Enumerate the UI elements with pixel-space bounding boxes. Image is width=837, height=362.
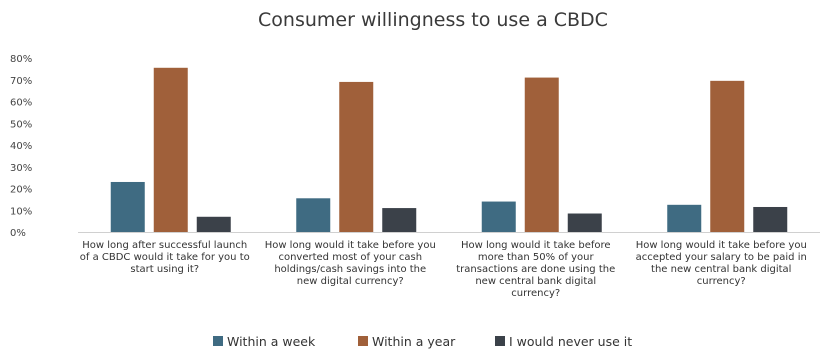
bar-within-a-year: [710, 80, 745, 233]
chart-title: Consumer willingness to use a CBDC: [258, 9, 608, 31]
category-label: How long after successful launch of a CBD…: [80, 240, 250, 275]
bar-within-a-year: [524, 77, 559, 232]
category-label-line: How long after successful launch: [82, 240, 247, 251]
category-label-line: start using it?: [130, 264, 199, 275]
category-label-line: How long would it take before: [461, 240, 611, 251]
y-axis: 0% 10% 20% 30% 40% 50% 60% 70% 80%: [10, 54, 820, 239]
y-tick-label: 10%: [10, 206, 32, 217]
category-label-line: holdings/cash savings into the: [274, 264, 426, 275]
y-tick-label: 0%: [10, 228, 26, 239]
bar-i-would-never-use-it: [382, 208, 417, 232]
category-label: How long would it take before more than 5…: [456, 240, 615, 299]
legend-swatch: [358, 336, 368, 346]
bar-within-a-week: [110, 181, 145, 232]
category-label-line: currency?: [697, 276, 746, 287]
category-label-line: How long would it take before you: [265, 240, 436, 251]
category-label-line: currency?: [511, 288, 560, 299]
category-label-line: the new central bank digital: [651, 264, 791, 275]
y-tick-label: 50%: [10, 119, 32, 130]
category-label: How long would it take before you accepte…: [636, 240, 807, 287]
category-label-line: How long would it take before you: [636, 240, 807, 251]
legend: Within a week Within a year I would never …: [213, 334, 632, 349]
y-tick-label: 60%: [10, 98, 32, 109]
category-label-line: converted most of your cash: [278, 252, 422, 263]
bar-within-a-year: [153, 67, 188, 232]
y-tick-label: 70%: [10, 76, 32, 87]
bar-i-would-never-use-it: [567, 213, 602, 232]
bar-i-would-never-use-it: [196, 216, 231, 232]
legend-label: Within a year: [372, 334, 456, 349]
y-tick-label: 80%: [10, 54, 32, 65]
y-tick-label: 20%: [10, 185, 32, 196]
legend-swatch: [495, 336, 505, 346]
bar-i-would-never-use-it: [753, 206, 788, 232]
y-tick-label: 40%: [10, 141, 32, 152]
bar-within-a-year: [339, 81, 374, 232]
category-label-line: new digital currency?: [297, 276, 404, 287]
category-label-line: transactions are done using the: [456, 264, 615, 275]
category-label-line: new central bank digital: [475, 276, 596, 287]
bar-within-a-week: [667, 204, 702, 232]
category-label-line: more than 50% of your: [478, 252, 595, 263]
y-tick-label: 30%: [10, 163, 32, 174]
legend-label: Within a week: [227, 334, 316, 349]
bar-within-a-week: [296, 198, 331, 232]
category-label: How long would it take before you convert…: [265, 240, 436, 287]
category-label-line: accepted your salary to be paid in: [636, 252, 807, 263]
legend-label: I would never use it: [509, 334, 632, 349]
bars-group: [110, 67, 788, 233]
legend-swatch: [213, 336, 223, 346]
bar-within-a-week: [481, 201, 516, 232]
x-axis: How long after successful launch of a CBD…: [80, 240, 807, 299]
category-label-line: of a CBDC would it take for you to: [80, 252, 250, 263]
